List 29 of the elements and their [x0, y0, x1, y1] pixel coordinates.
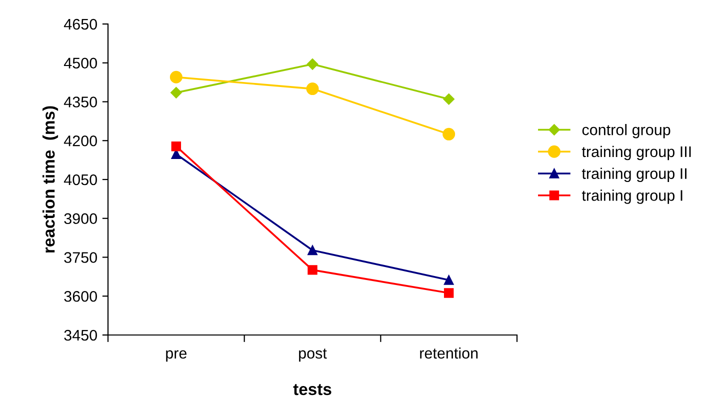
y-tick-label: 4350 — [64, 96, 97, 108]
legend-label: training group II — [582, 168, 686, 182]
y-axis-title: reaction time (ms) — [42, 106, 58, 252]
point — [442, 128, 456, 140]
point — [171, 141, 182, 152]
y-tick-label: 4500 — [64, 58, 97, 69]
y-tick-label: 3750 — [64, 252, 97, 263]
legend-label: training group III — [582, 146, 691, 160]
point — [306, 58, 318, 70]
y-tick-label: 3900 — [64, 213, 97, 224]
y-tick-label: 3450 — [64, 330, 97, 341]
y-tick-label: 4650 — [64, 18, 97, 30]
point — [308, 245, 318, 256]
point — [170, 70, 182, 84]
y-tick-label: 4050 — [64, 174, 97, 186]
x-axis-title: tests — [293, 384, 332, 396]
point — [444, 288, 454, 298]
point — [306, 82, 319, 96]
y-tick-label: 4200 — [64, 135, 97, 146]
x-tick-label: pre — [166, 350, 187, 362]
y-tick-label: 3600 — [64, 290, 97, 302]
point — [170, 87, 182, 98]
x-tick-label: post — [299, 348, 327, 362]
legend-label: training group I — [582, 190, 682, 204]
point — [443, 94, 454, 105]
point — [308, 265, 318, 275]
x-tick-label: retention — [420, 347, 478, 359]
legend-label: control group — [582, 124, 670, 138]
point — [444, 275, 454, 285]
